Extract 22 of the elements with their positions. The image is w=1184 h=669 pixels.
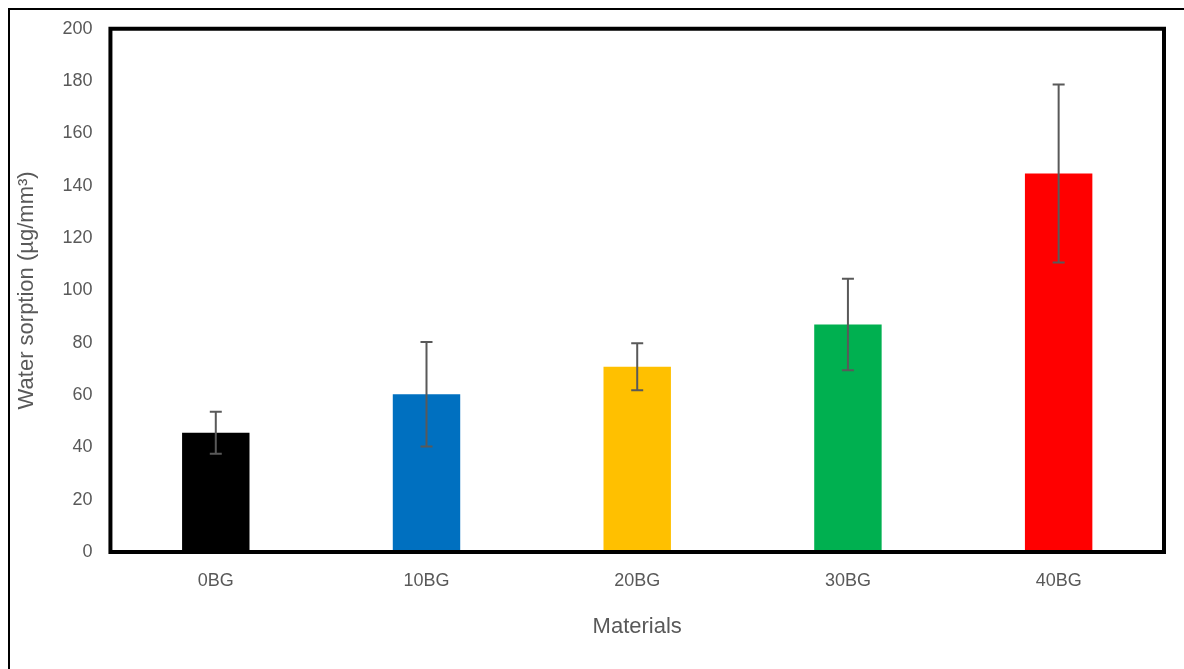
x-tick-label: 20BG — [614, 569, 661, 590]
y-tick-label: 160 — [62, 122, 93, 143]
x-tick-label: 10BG — [403, 569, 450, 590]
y-tick-label: 140 — [62, 174, 93, 195]
x-tick-label: 40BG — [1035, 569, 1082, 590]
y-tick-label: 40 — [72, 436, 93, 457]
bar — [814, 324, 882, 552]
bar — [1024, 173, 1093, 552]
y-tick-label: 20 — [72, 488, 93, 509]
bar — [392, 394, 461, 552]
y-tick-label: 200 — [62, 17, 93, 38]
x-axis-title: Materials — [592, 612, 682, 638]
y-tick-label: 180 — [62, 70, 93, 91]
x-tick-label: 30BG — [824, 569, 871, 590]
x-tick-label: 0BG — [197, 569, 234, 590]
y-tick-label: 80 — [72, 331, 93, 352]
y-tick-label: 120 — [62, 227, 93, 248]
bar — [603, 366, 671, 552]
y-tick-label: 60 — [72, 384, 93, 405]
y-tick-label: 100 — [62, 279, 93, 300]
y-tick-label: 0 — [82, 540, 93, 561]
y-axis-title: Water sorption (µg/mm³) — [13, 171, 39, 410]
